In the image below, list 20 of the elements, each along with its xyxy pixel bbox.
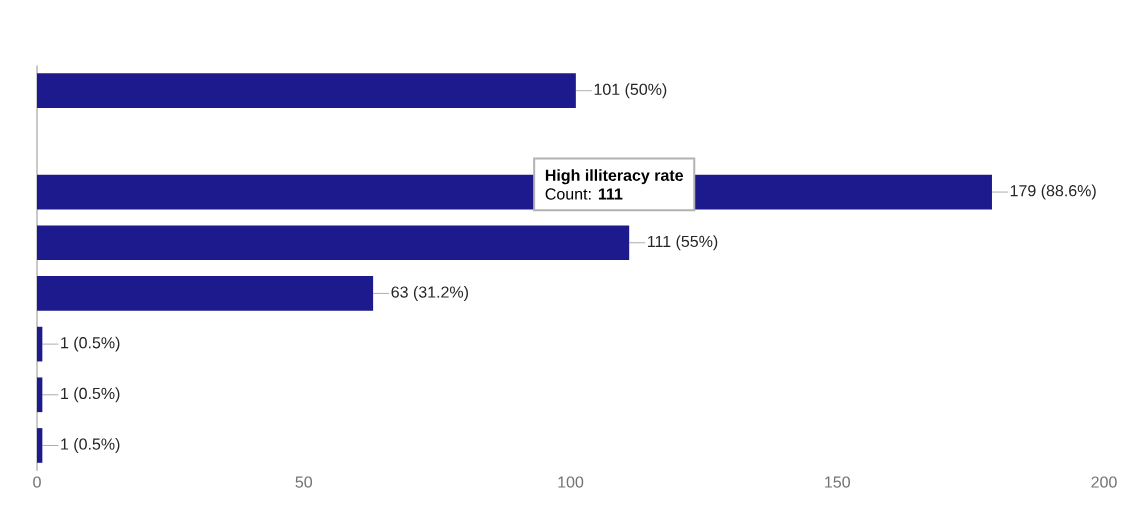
- data-label: 63 (31.2%): [391, 285, 468, 301]
- annotation: High illiteracy rate: [545, 169, 684, 185]
- x-tick-label: 50: [295, 476, 313, 488]
- data-label: 1 (0.5%): [61, 336, 120, 352]
- data-label: 179 (88.6%): [1010, 184, 1096, 200]
- bar: [37, 225, 630, 261]
- data-label: 1 (0.5%): [61, 437, 120, 453]
- bar: [37, 377, 43, 413]
- data-label: 101 (50%): [594, 83, 667, 99]
- bar: [37, 73, 576, 108]
- bar: [37, 326, 43, 362]
- bar: [37, 276, 374, 311]
- x-tick-label: 200: [1091, 476, 1117, 488]
- x-tick-label: 0: [33, 476, 41, 488]
- annotation: Count: 111: [545, 188, 623, 200]
- data-label: 111 (55%): [648, 235, 718, 251]
- bar: [37, 428, 43, 463]
- x-tick-label: 150: [825, 476, 850, 488]
- data-label: 1 (0.5%): [61, 387, 120, 403]
- x-tick-label: 100: [558, 476, 584, 488]
